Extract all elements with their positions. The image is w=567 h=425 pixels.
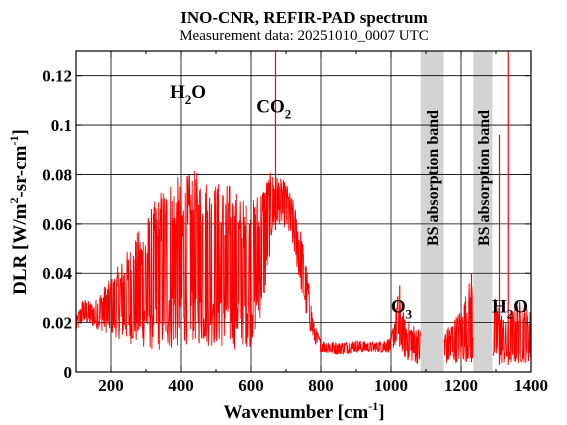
y-axis-label-b: -sr-cm — [10, 145, 31, 197]
x-tick-label-3: 800 — [308, 376, 334, 395]
plot-frame — [75, 50, 532, 373]
y-tick-label-1: 0.02 — [42, 314, 72, 333]
x-tick-label-2: 600 — [238, 376, 264, 395]
y-tick-label-4: 0.08 — [42, 165, 72, 184]
y-tick-label-2: 0.04 — [42, 264, 72, 283]
y-axis-label-a: DLR [W/m — [10, 203, 31, 294]
spectrum-line — [75, 170, 532, 364]
x-tick-label-4: 1000 — [374, 376, 408, 395]
x-tick-label-1: 400 — [168, 376, 194, 395]
chart-subtitle: Measurement data: 20251010_0007 UTC — [179, 28, 429, 44]
x-tick-label-6: 1400 — [514, 376, 548, 395]
chart-title: INO-CNR, REFIR-PAD spectrum — [180, 8, 428, 27]
y-axis-label-c: ] — [10, 129, 31, 135]
x-tick-label-5: 1200 — [444, 376, 478, 395]
y-tick-label-0: 0 — [64, 363, 73, 382]
y-tick-label-6: 0.12 — [42, 67, 72, 86]
band-label-2: BS absorption band — [476, 110, 493, 246]
y-tick-label-5: 0.1 — [51, 116, 72, 135]
x-axis-label-main: Wavenumber [cm — [223, 402, 368, 423]
y-axis-ticks: 0 0.02 0.04 0.06 0.08 0.1 0.12 — [42, 67, 531, 382]
annotation-3: O3 — [391, 297, 413, 322]
y-tick-label-3: 0.06 — [42, 215, 72, 234]
annotations: H2O CO2 O3 H2O — [170, 82, 528, 322]
x-axis-label: Wavenumber [cm-1] — [223, 399, 384, 423]
x-axis-label-sup: -1 — [368, 399, 378, 413]
band-labels: BS absorption band BS absorption band — [425, 110, 493, 246]
y-axis-label-sup1: 2 — [7, 198, 21, 204]
shaded-band-1 — [420, 51, 444, 372]
x-axis-label-close: ] — [378, 402, 384, 423]
shaded-band-2 — [473, 51, 493, 372]
annotation-1: H2O — [170, 82, 206, 107]
annotation-2: CO2 — [256, 97, 291, 122]
spectrum-series — [75, 51, 532, 365]
shaded-bands — [420, 51, 493, 372]
x-tick-label-0: 200 — [98, 376, 124, 395]
annotation-4: H2O — [492, 297, 528, 322]
x-axis-ticks: 200 400 600 800 1000 1200 1400 — [75, 51, 548, 395]
y-axis-label-sup2: -1 — [7, 135, 21, 145]
band-label-1: BS absorption band — [425, 110, 442, 246]
y-axis-label: DLR [W/m2-sr-cm-1] — [7, 129, 31, 295]
